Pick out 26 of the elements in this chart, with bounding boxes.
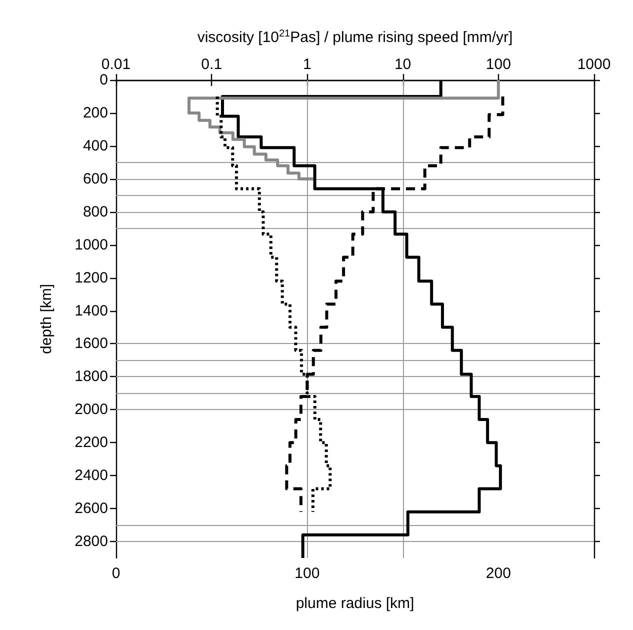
y-tick-label: 400 bbox=[82, 137, 108, 154]
y-tick-label: 200 bbox=[82, 104, 108, 122]
x2-tick-label: 0.1 bbox=[201, 56, 222, 73]
x2-tick-label: 0.01 bbox=[101, 56, 131, 73]
y-tick-label: 1800 bbox=[74, 368, 108, 386]
y-tick-label: 2600 bbox=[74, 500, 108, 518]
y-tick-label: 800 bbox=[82, 203, 108, 220]
y-tick-label: 2000 bbox=[74, 401, 108, 418]
x-tick-label: 200 bbox=[486, 565, 511, 582]
y-tick-label: 1000 bbox=[74, 236, 108, 254]
y-tick-label: 1600 bbox=[74, 335, 108, 352]
y-tick-label: 2400 bbox=[74, 467, 108, 484]
x-tick-label: 100 bbox=[294, 565, 320, 582]
x2-tick-label: 1000 bbox=[577, 56, 611, 73]
y-axis-title: depth [km] bbox=[38, 284, 55, 354]
y-tick-label: 1400 bbox=[74, 302, 108, 320]
x2-tick-label: 10 bbox=[394, 56, 412, 73]
y-tick-label: 2800 bbox=[74, 533, 108, 550]
y-tick-label: 1200 bbox=[74, 269, 108, 286]
x-tick-label: 0 bbox=[112, 565, 120, 582]
y-tick-label: 2200 bbox=[74, 434, 108, 452]
x2-tick-label: 1 bbox=[303, 56, 312, 73]
y-tick-label: 0 bbox=[100, 72, 108, 88]
y-tick-label: 600 bbox=[82, 170, 108, 188]
x-axis-title: plume radius [km] bbox=[296, 595, 414, 612]
x2-tick-label: 100 bbox=[486, 56, 511, 73]
